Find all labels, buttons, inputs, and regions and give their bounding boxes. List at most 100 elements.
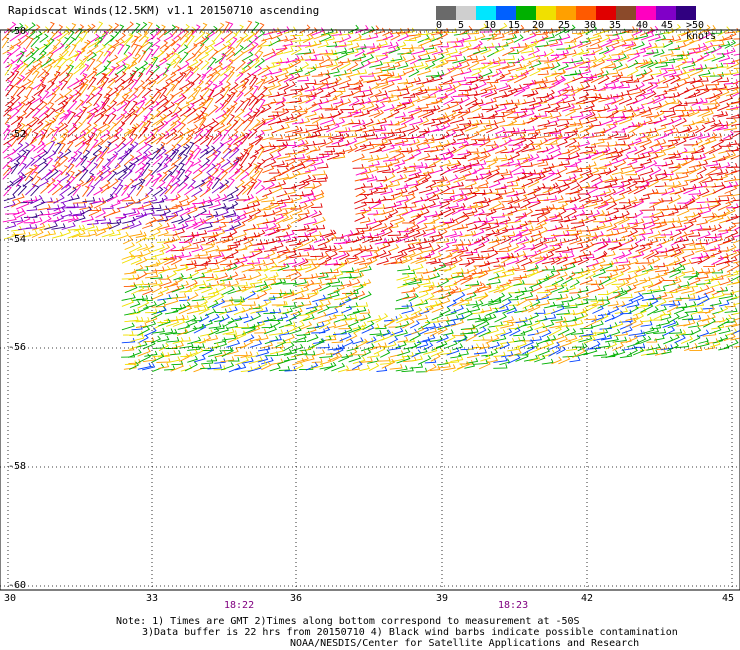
wind-barb [296,294,310,300]
wind-barb [240,351,253,358]
wind-barb [236,285,247,293]
wind-barb [379,349,391,358]
wind-barb [667,135,681,142]
wind-barb [222,59,234,70]
wind-barb [684,92,697,100]
wind-barb [579,110,593,121]
wind-barb [11,229,26,236]
wind-barb [73,169,83,180]
wind-barb [551,75,565,86]
wind-barb [618,95,633,105]
wind-barb [86,107,99,120]
wind-barb [418,307,430,315]
wind-barb [473,147,487,155]
wind-barb [550,195,564,203]
wind-barb [305,306,318,315]
wind-barb [334,51,348,61]
wind-barb [535,124,548,132]
wind-barb [233,230,247,239]
wind-barb [509,72,523,77]
wind-barb [563,49,577,57]
wind-barb [717,262,731,272]
wind-barb [547,103,561,113]
wind-barb [191,158,202,167]
wind-barb [582,265,596,273]
wind-barb [429,322,442,330]
wind-barb [353,76,364,86]
wind-barb [677,147,688,156]
wind-barb [92,60,103,71]
wind-barb [506,103,519,112]
wind-barb [584,55,597,63]
wind-barb [135,96,147,106]
wind-barb [668,334,680,343]
wind-barb [156,237,171,243]
wind-barb [211,182,224,194]
wind-barb [376,366,388,372]
wind-barb [278,289,293,295]
wind-barb [5,95,16,107]
wind-barb [22,196,38,203]
wind-barb [289,97,303,103]
wind-barb [166,285,180,294]
wind-barb [390,55,403,62]
wind-barb [547,244,562,254]
wind-barb [381,180,394,190]
wind-barb [108,65,117,77]
wind-barb [170,276,184,287]
wind-barb [107,170,117,183]
wind-barb [368,220,383,230]
wind-barb [717,270,731,279]
wind-barb [606,93,619,99]
wind-barb [381,112,394,121]
wind-barb [586,259,600,268]
wind-barb [606,328,621,338]
wind-barb [437,42,449,48]
wind-barb [297,132,312,142]
wind-barb [478,266,491,274]
wind-barb [668,128,679,135]
wind-barb [198,313,210,323]
wind-barb [625,318,637,327]
wind-barb [214,37,225,47]
wind-barb [688,88,701,98]
wind-barb [89,33,100,43]
wind-barb [324,308,339,317]
wind-barb [219,307,233,316]
wind-barb [528,303,541,313]
wind-barb [116,109,128,121]
wind-barb [282,279,297,285]
wind-barb [732,80,740,85]
wind-barb [247,35,259,48]
wind-barb [276,35,289,43]
wind-barb [248,41,259,54]
wind-barb [46,140,56,154]
wind-barb [94,215,107,222]
wind-barb [537,288,549,294]
longitude-label: 42 [581,593,594,604]
wind-barb [395,365,408,372]
wind-barb [438,206,452,216]
wind-barb [164,297,179,306]
wind-barb [117,170,128,180]
wind-barb [478,270,489,279]
wind-barb [129,220,142,229]
wind-barb [383,318,395,328]
wind-barb [187,231,200,237]
wind-barb [731,170,740,173]
wind-barb [121,254,136,264]
wind-barb [311,71,323,77]
wind-barb [53,142,62,156]
wind-barb [670,75,681,85]
wind-barb [222,143,232,154]
wind-barb [452,202,466,210]
wind-barb [521,169,536,175]
wind-barb [452,124,467,132]
wind-barb [571,84,585,93]
wind-barb [325,78,339,86]
wind-barb [467,48,481,58]
wind-barb [366,246,380,252]
wind-barb [268,182,282,190]
wind-barb [521,304,535,313]
wind-barb [712,286,724,296]
